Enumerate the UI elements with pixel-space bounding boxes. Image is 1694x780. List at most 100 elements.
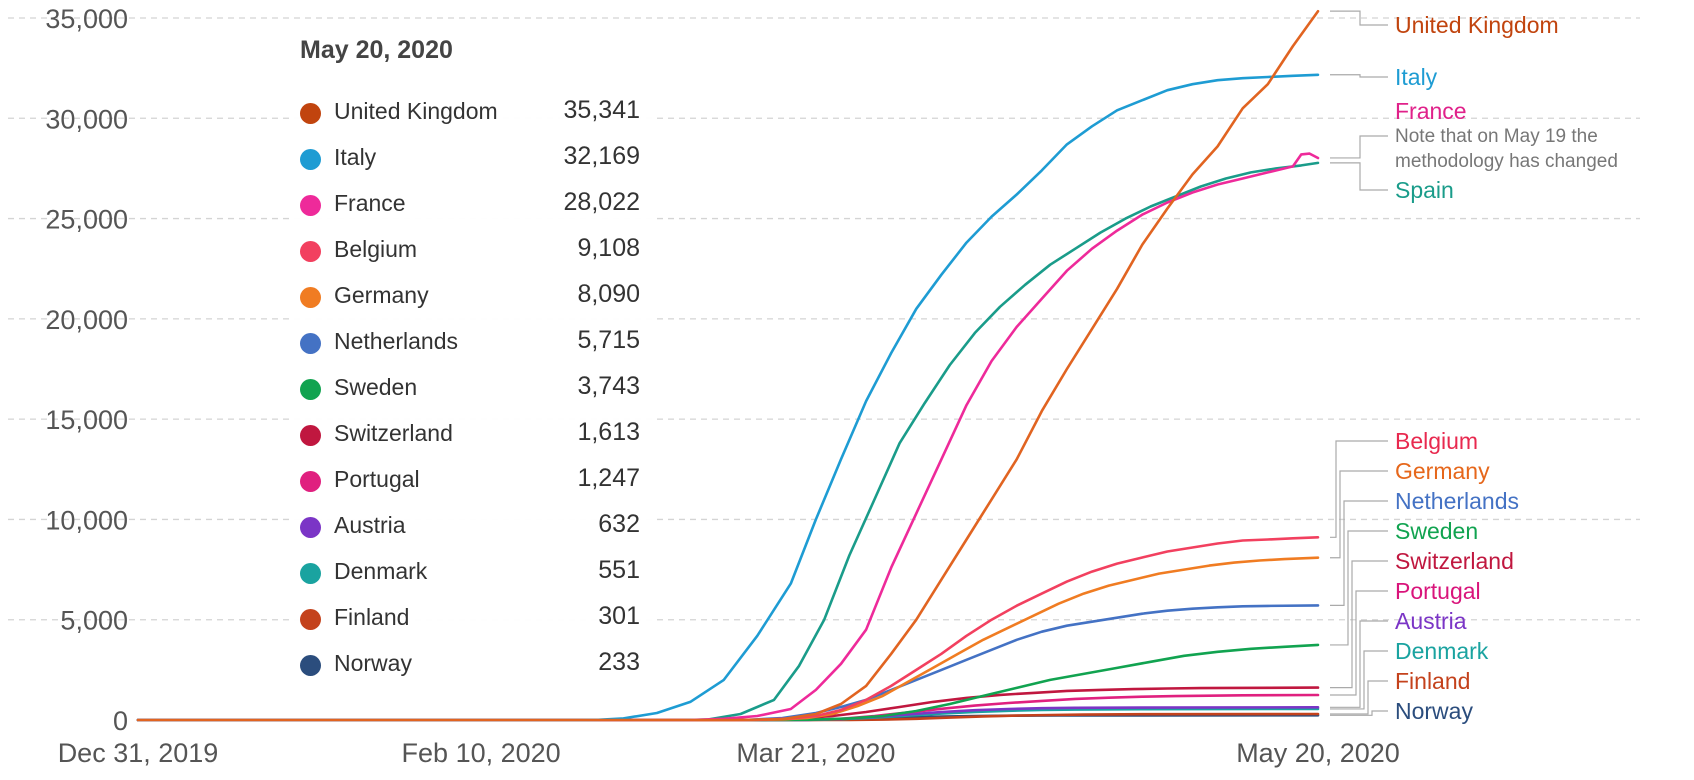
tooltip-country-name: Austria — [334, 512, 406, 538]
tooltip-country-value: 8,090 — [577, 280, 640, 308]
y-tick-label: 15,000 — [45, 405, 128, 435]
y-tick-label: 30,000 — [45, 104, 128, 134]
tooltip-country-value: 3,743 — [577, 372, 640, 400]
y-tick-label: 5,000 — [60, 606, 128, 636]
y-tick-label: 20,000 — [45, 305, 128, 335]
legend-dot-icon — [300, 471, 321, 492]
tooltip-row: Denmark 551 — [300, 554, 640, 594]
series-line-spain — [136, 161, 1320, 722]
tooltip-row: Finland 301 — [300, 600, 640, 640]
legend-dot-icon — [300, 241, 321, 262]
tooltip-country-value: 35,341 — [563, 96, 640, 124]
label-connector — [1330, 710, 1388, 716]
legend-dot-icon — [300, 609, 321, 630]
tooltip-row: Switzerland 1,613 — [300, 416, 640, 456]
series-line-belgium — [136, 536, 1320, 722]
tooltip-country-name: Norway — [334, 650, 412, 676]
note-line: methodology has changed — [1395, 151, 1618, 172]
legend-dot-icon — [300, 379, 321, 400]
tooltip-country-name: Netherlands — [334, 328, 459, 354]
tooltip-row: Portugal 1,247 — [300, 462, 640, 502]
series-label-denmark: Denmark — [1395, 638, 1489, 664]
methodology-note: Note that on May 19 the methodology has c… — [1330, 126, 1618, 172]
tooltip-country-value: 28,022 — [563, 188, 640, 216]
series-label-sweden: Sweden — [1395, 518, 1478, 544]
series-label-france: France — [1395, 98, 1467, 124]
tooltip-country-name: France — [334, 190, 406, 216]
note-line: Note that on May 19 the — [1395, 126, 1598, 147]
label-connector — [1330, 74, 1388, 78]
tooltip-country-value: 233 — [598, 648, 640, 676]
tooltip-country-value: 5,715 — [577, 326, 640, 354]
y-axis-ticks: 35,000 30,000 25,000 20,000 15,000 10,000 5,00… — [45, 4, 128, 736]
tooltip-country-name: Denmark — [334, 558, 428, 584]
legend-dot-icon — [300, 103, 321, 124]
legend-dot-icon — [300, 655, 321, 676]
tooltip-row: Sweden 3,743 — [300, 370, 640, 410]
series-label-belgium: Belgium — [1395, 428, 1478, 454]
x-tick-label: May 20, 2020 — [1236, 738, 1400, 768]
y-tick-label: 35,000 — [45, 4, 128, 34]
y-tick-label: 0 — [113, 706, 128, 736]
note-connector — [1330, 135, 1388, 159]
legend-dot-icon — [300, 149, 321, 170]
series-label-finland: Finland — [1395, 668, 1470, 694]
x-tick-label: Feb 10, 2020 — [402, 738, 561, 768]
tooltip-row: Netherlands 5,715 — [300, 324, 640, 364]
tooltip-row: Italy 32,169 — [300, 140, 640, 180]
x-axis-ticks: Dec 31, 2019 Feb 10, 2020 Mar 21, 2020 May … — [58, 738, 1400, 768]
label-connector — [1330, 470, 1388, 559]
label-connector — [1330, 560, 1388, 689]
tooltip-country-name: Sweden — [334, 374, 418, 400]
x-tick-label: Mar 21, 2020 — [736, 738, 895, 768]
label-connector — [1330, 440, 1388, 538]
series-label-norway: Norway — [1395, 698, 1473, 724]
label-connector — [1330, 650, 1388, 710]
series-label-austria: Austria — [1395, 608, 1467, 634]
series-line-united-kingdom — [136, 9, 1320, 722]
label-connector — [1330, 530, 1388, 646]
tooltip-date: May 20, 2020 — [300, 36, 453, 64]
series-label-netherlands: Netherlands — [1395, 488, 1519, 514]
tooltip-row: Austria 632 — [300, 508, 640, 548]
label-connector — [1330, 10, 1388, 26]
tooltip-country-name: Finland — [334, 604, 410, 630]
tooltip-country-name: Germany — [334, 282, 429, 308]
legend-dot-icon — [300, 517, 321, 538]
series-label-italy: Italy — [1395, 64, 1438, 90]
tooltip-country-value: 301 — [598, 602, 640, 630]
series-label-portugal: Portugal — [1395, 578, 1481, 604]
legend-dot-icon — [300, 425, 321, 446]
label-connectors — [1330, 10, 1388, 716]
series-line-france — [136, 152, 1320, 722]
label-connector — [1330, 590, 1388, 696]
tooltip-row: France 28,022 — [300, 186, 640, 226]
series-label-united-kingdom: United Kingdom — [1395, 12, 1559, 38]
tooltip-row: United Kingdom 35,341 — [300, 94, 640, 134]
label-connector — [1330, 162, 1388, 191]
tooltip-row: Belgium 9,108 — [300, 232, 640, 272]
hover-tooltip: May 20, 2020 United Kingdom 35,341 Italy 32… — [294, 26, 654, 676]
tooltip-country-value: 9,108 — [577, 234, 640, 262]
tooltip-row: Germany 8,090 — [300, 278, 640, 318]
tooltip-country-value: 1,247 — [577, 464, 640, 492]
series-labels: United Kingdom Italy France Spain Belgium Ger… — [1395, 12, 1559, 724]
series-line-italy — [136, 73, 1320, 722]
series-line-sweden — [136, 643, 1320, 722]
legend-dot-icon — [300, 195, 321, 216]
y-tick-label: 25,000 — [45, 205, 128, 235]
tooltip-row: Norway 233 — [300, 646, 640, 686]
tooltip-country-name: United Kingdom — [334, 98, 498, 124]
legend-dot-icon — [300, 287, 321, 308]
legend-dot-icon — [300, 333, 321, 354]
tooltip-country-name: Belgium — [334, 236, 418, 262]
tooltip-country-name: Switzerland — [334, 420, 453, 446]
series-label-spain: Spain — [1395, 177, 1454, 203]
tooltip-country-value: 551 — [598, 556, 640, 584]
tooltip-country-value: 1,613 — [577, 418, 640, 446]
series-label-switzerland: Switzerland — [1395, 548, 1514, 574]
series-lines — [136, 9, 1320, 722]
label-connector — [1330, 680, 1388, 715]
y-tick-label: 10,000 — [45, 505, 128, 535]
